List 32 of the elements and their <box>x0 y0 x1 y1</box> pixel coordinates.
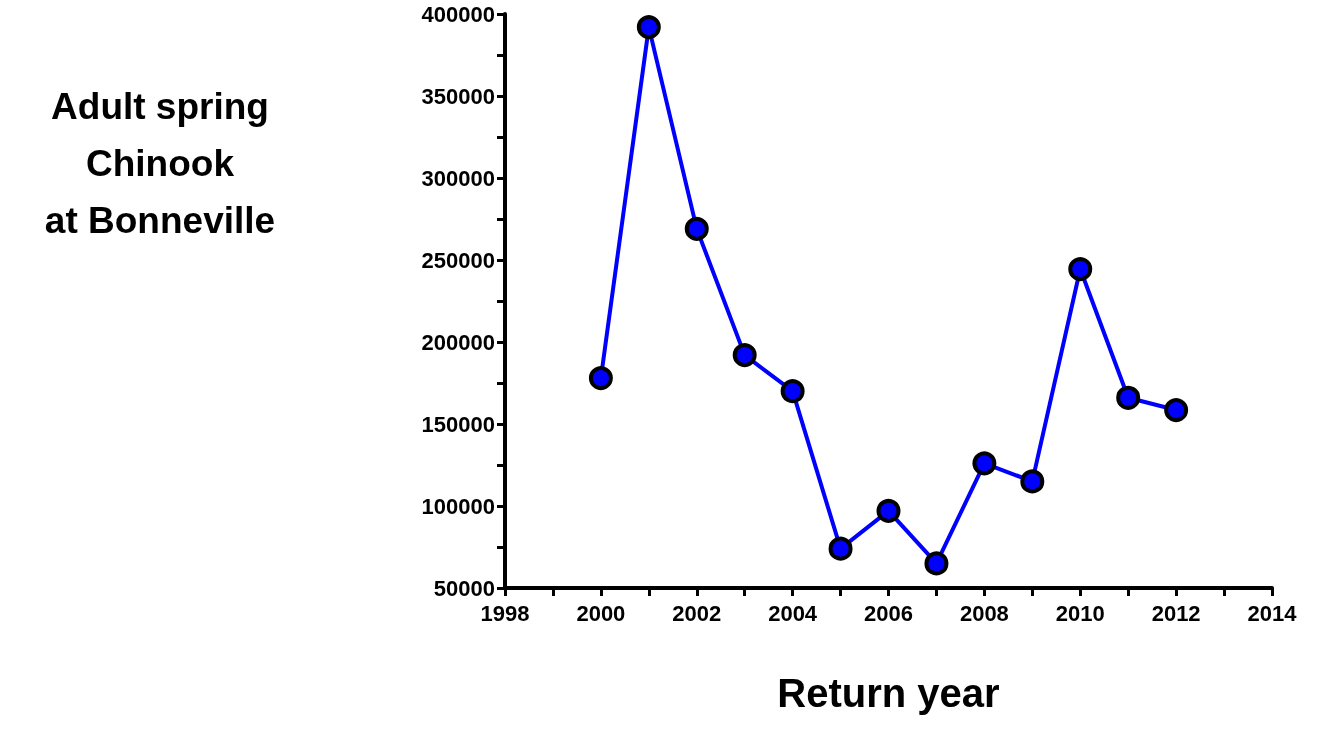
x-tick-label: 2014 <box>1247 600 1298 626</box>
y-tick-label: 400000 <box>421 1 495 27</box>
point <box>828 536 853 561</box>
point <box>1020 469 1045 494</box>
y-tick-label: 150000 <box>421 411 495 437</box>
x-tick-label: 2008 <box>959 600 1009 626</box>
y-tick-label: 300000 <box>421 165 495 191</box>
point <box>924 551 949 576</box>
y-tick-label: 100000 <box>421 493 495 519</box>
x-tick-label: 2012 <box>1151 600 1201 626</box>
point <box>876 498 901 523</box>
y-tick-label: 50000 <box>433 575 495 601</box>
y-tick-label: 250000 <box>421 247 495 273</box>
x-tick-label: 2006 <box>864 600 913 626</box>
x-tick-label: 2004 <box>768 600 818 626</box>
point <box>636 15 661 40</box>
y-tick-label: 200000 <box>421 329 495 355</box>
point <box>588 366 613 391</box>
point <box>732 343 757 368</box>
y-tick-label: 350000 <box>421 83 495 109</box>
point <box>1164 398 1189 423</box>
x-tick-label: 1998 <box>480 600 530 626</box>
point <box>1068 257 1093 282</box>
x-tick-label: 2010 <box>1055 600 1105 626</box>
point <box>972 451 997 476</box>
x-tick-label: 2000 <box>576 600 626 626</box>
point <box>780 379 805 404</box>
x-axis-title: Return year <box>777 671 1000 715</box>
point <box>1116 385 1141 410</box>
x-tick-label: 2002 <box>672 600 722 626</box>
point <box>684 216 709 241</box>
y-axis-title: Adult spring Chinook at Bonneville <box>43 85 277 243</box>
